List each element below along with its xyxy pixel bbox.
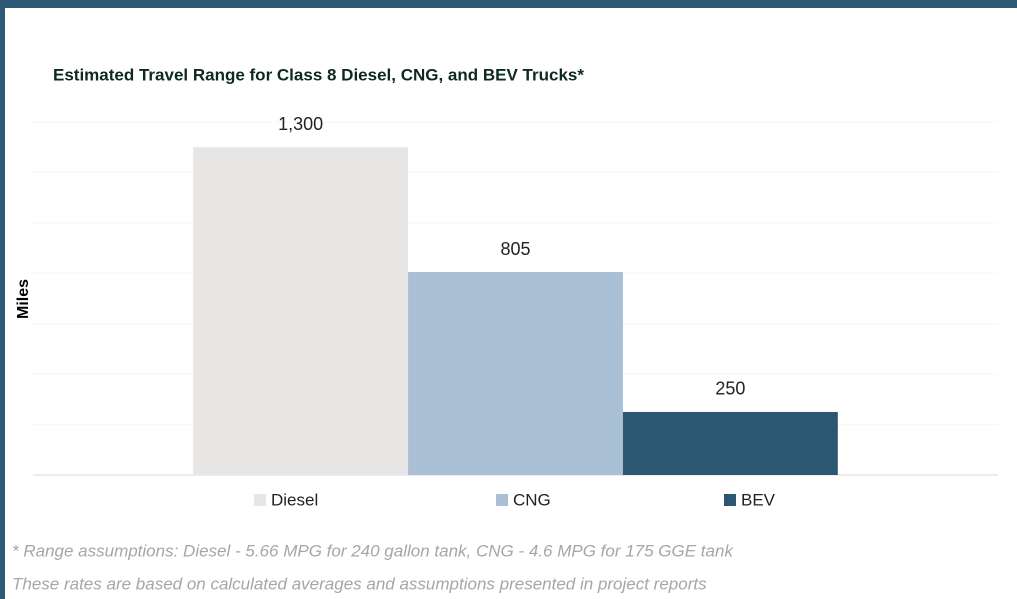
footnote: These rates are based on calculated aver… <box>12 574 707 593</box>
bar <box>193 147 409 475</box>
data-label: 250 <box>715 379 745 399</box>
chart-title: Estimated Travel Range for Class 8 Diese… <box>53 65 584 84</box>
bar <box>622 411 838 475</box>
y-axis-label: Miles <box>15 279 32 319</box>
legend-label: CNG <box>513 490 551 509</box>
legend-swatch <box>254 494 266 506</box>
legend-swatch <box>724 494 736 506</box>
legend-label: Diesel <box>271 490 318 509</box>
legend-swatch <box>496 494 508 506</box>
bar <box>408 272 623 475</box>
footnote: * Range assumptions: Diesel - 5.66 MPG f… <box>12 541 734 560</box>
top-border <box>0 0 1017 8</box>
left-border <box>0 0 5 599</box>
data-label: 1,300 <box>278 114 323 134</box>
data-label: 805 <box>500 239 530 259</box>
legend-label: BEV <box>741 490 776 509</box>
